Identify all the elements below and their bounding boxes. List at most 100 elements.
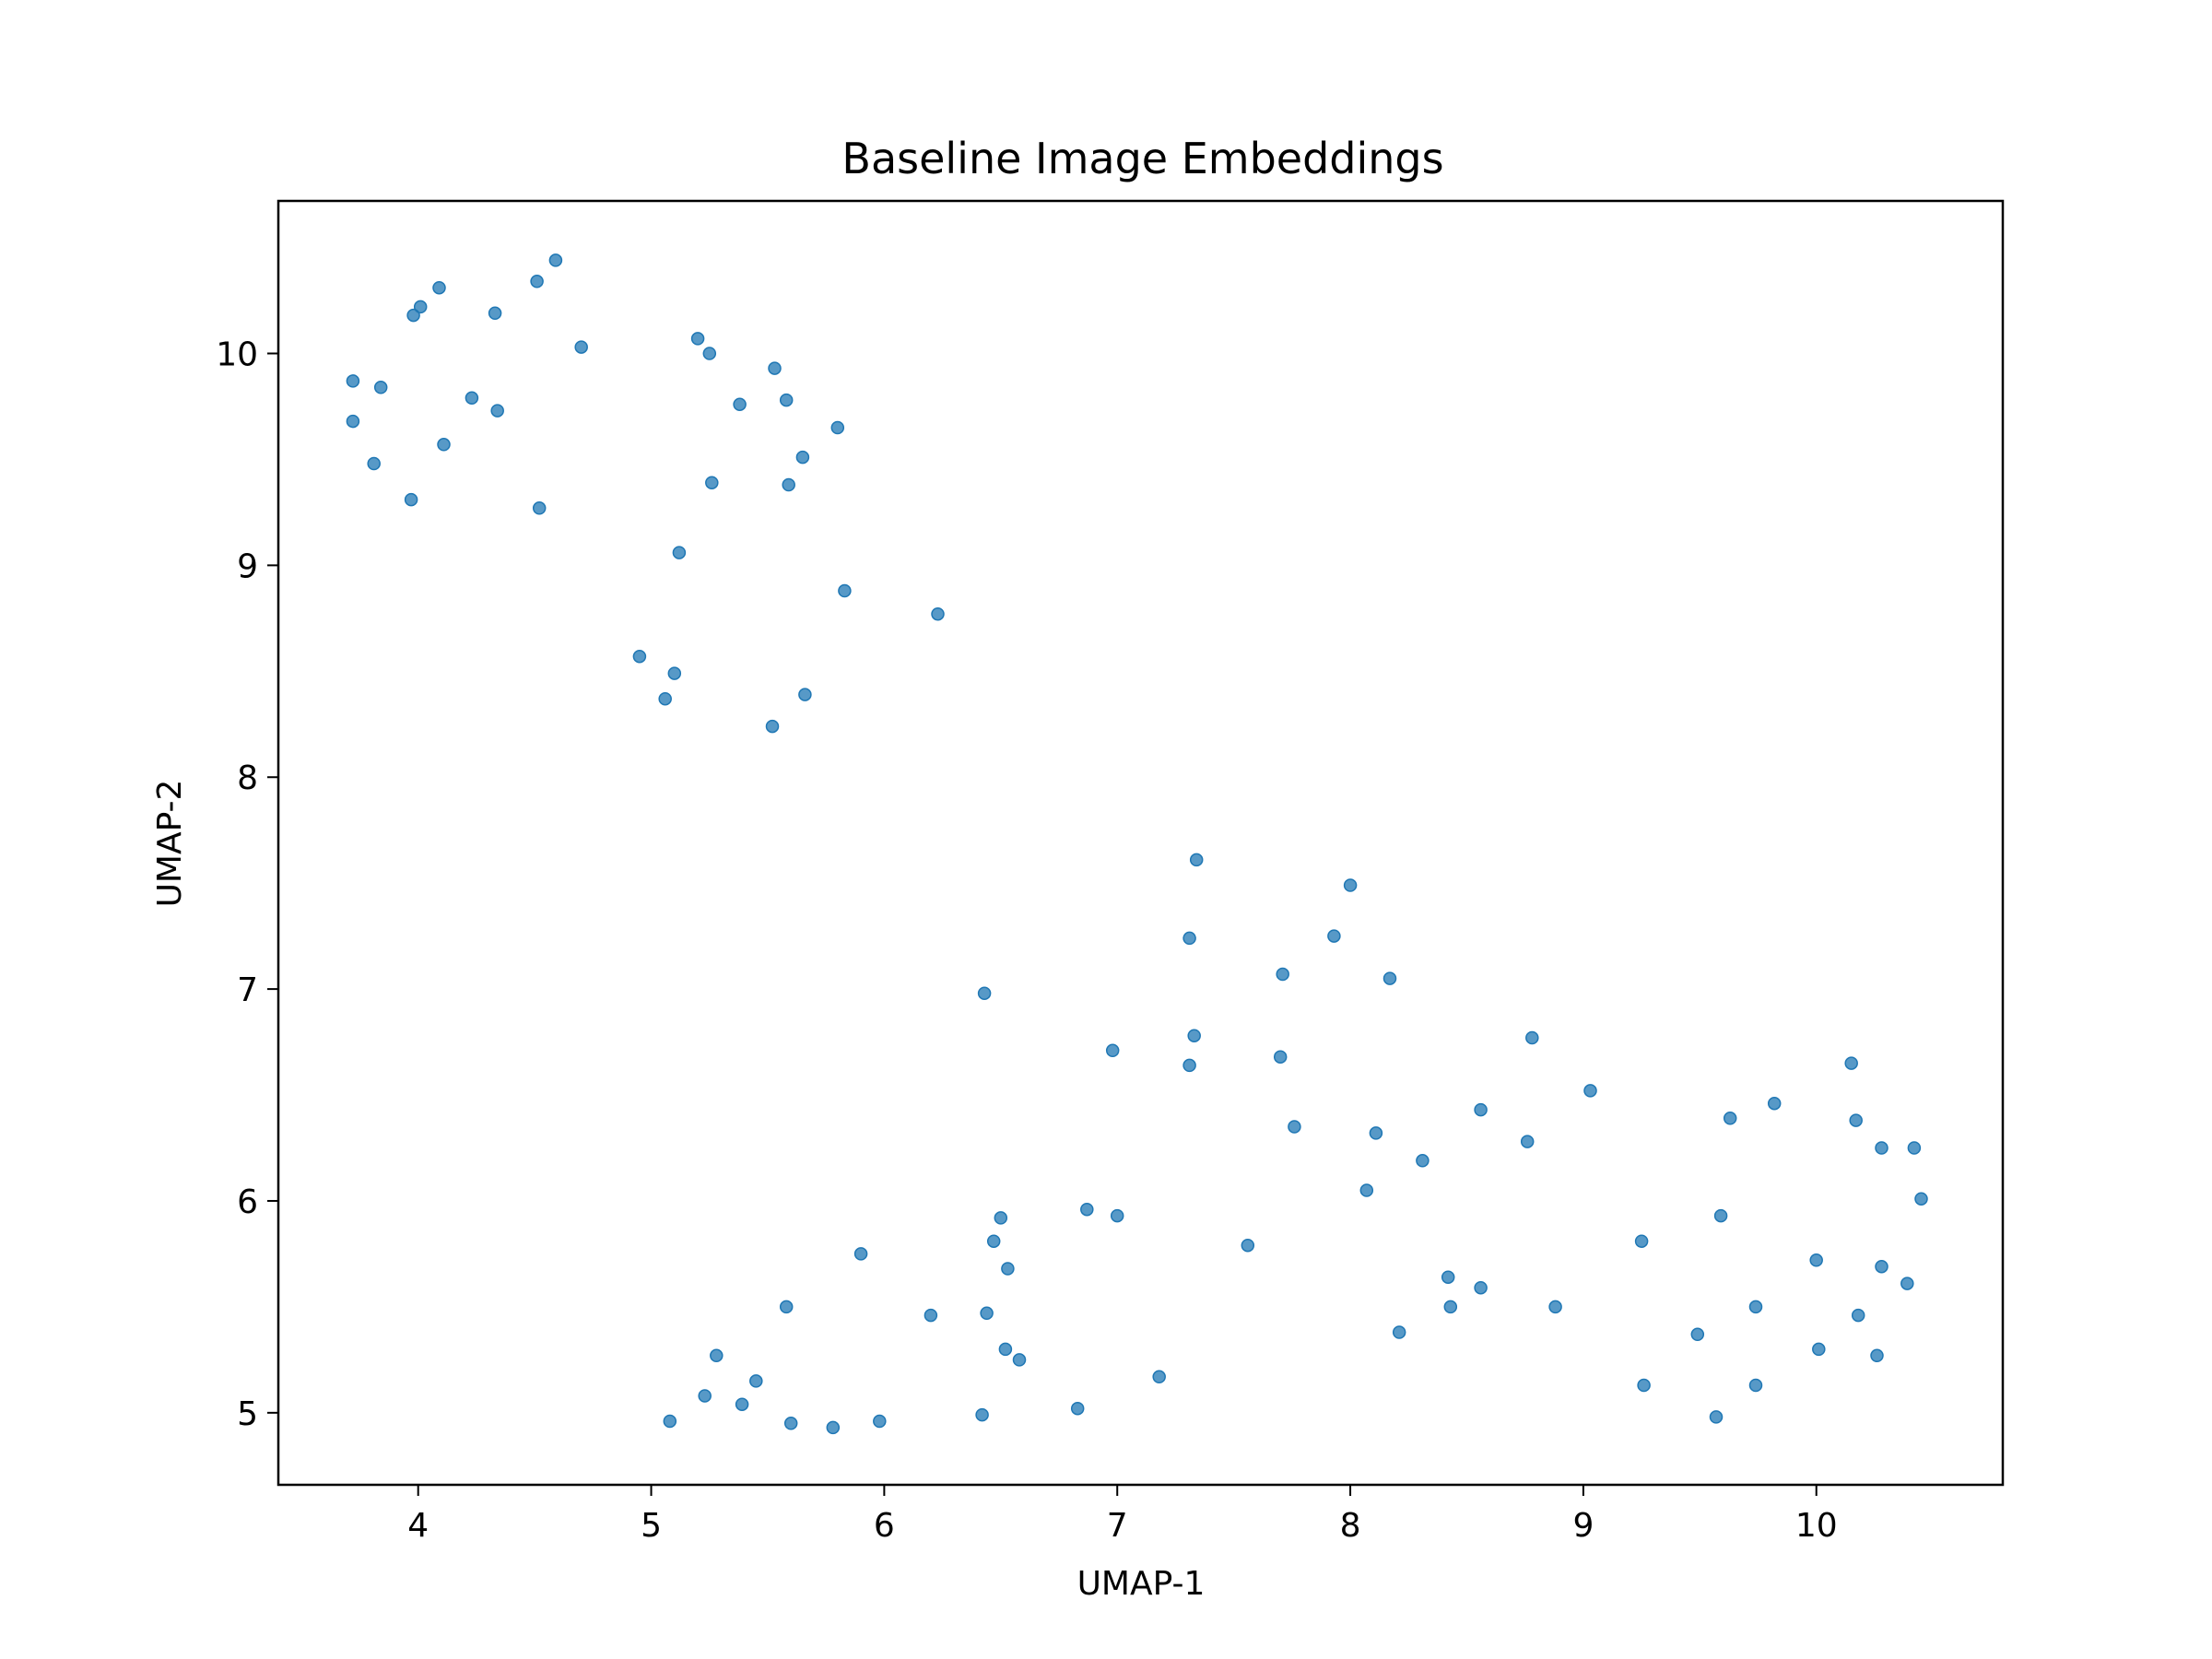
data-point: [710, 1348, 724, 1363]
data-point: [1849, 1113, 1863, 1127]
y-tick-label: 10: [216, 336, 258, 374]
data-point: [1359, 1183, 1374, 1197]
x-tick-label: 9: [1572, 1507, 1594, 1545]
data-point: [1327, 929, 1341, 943]
data-point: [465, 391, 479, 406]
data-point: [986, 1234, 1001, 1248]
data-point: [779, 1300, 794, 1314]
y-tick-label: 7: [237, 971, 258, 1009]
data-point: [432, 280, 446, 295]
data-point: [667, 666, 682, 680]
data-point: [798, 688, 812, 701]
data-point: [1583, 1084, 1597, 1098]
x-tick-label: 7: [1107, 1507, 1128, 1545]
data-point: [632, 649, 647, 664]
data-point: [437, 438, 451, 452]
data-point: [1914, 1192, 1928, 1206]
data-point: [663, 1414, 677, 1429]
x-axis-ticks: 4 5 6 7 8 9 10: [407, 1485, 1838, 1545]
data-point: [1767, 1096, 1782, 1111]
x-tick-label: 6: [874, 1507, 895, 1545]
data-point: [1812, 1342, 1826, 1357]
data-point: [530, 275, 544, 288]
data-point: [1870, 1348, 1884, 1363]
y-axis-label: UMAP-2: [151, 780, 189, 908]
data-points: [346, 253, 1928, 1435]
x-tick-label: 10: [1795, 1507, 1838, 1545]
data-point: [1525, 1030, 1539, 1045]
data-point: [779, 393, 794, 407]
data-point: [1907, 1141, 1922, 1155]
y-tick-label: 5: [237, 1395, 258, 1433]
data-point: [490, 404, 504, 418]
data-point: [768, 361, 782, 375]
chart-title: Baseline Image Embeddings: [841, 134, 1443, 183]
data-point: [488, 306, 502, 321]
data-point: [705, 476, 719, 489]
plot-frame: [276, 199, 2005, 1487]
data-point: [1276, 967, 1289, 982]
data-point: [1709, 1410, 1724, 1424]
data-point: [532, 501, 547, 515]
data-point: [1001, 1262, 1015, 1276]
data-point: [977, 986, 992, 1000]
y-tick-label: 6: [237, 1183, 258, 1221]
data-point: [548, 253, 563, 267]
data-point: [1634, 1234, 1649, 1248]
data-point: [1080, 1202, 1094, 1217]
data-point: [749, 1374, 763, 1388]
data-point: [1875, 1141, 1888, 1155]
data-point: [1288, 1120, 1301, 1134]
data-point: [1241, 1238, 1255, 1253]
data-point: [1548, 1300, 1562, 1314]
data-point: [1844, 1056, 1858, 1070]
data-point: [1900, 1277, 1914, 1290]
data-point: [1182, 1058, 1196, 1073]
x-tick-label: 5: [641, 1507, 662, 1545]
data-point: [1443, 1300, 1458, 1314]
data-point: [1152, 1370, 1166, 1384]
data-point: [765, 719, 780, 734]
y-tick-label: 9: [237, 547, 258, 585]
data-point: [404, 492, 418, 507]
data-point: [1690, 1327, 1705, 1342]
data-point: [873, 1414, 887, 1429]
data-point: [373, 381, 388, 394]
data-point: [826, 1420, 841, 1435]
data-point: [1070, 1401, 1085, 1416]
data-point: [406, 308, 420, 323]
data-point: [702, 347, 717, 360]
data-point: [346, 374, 360, 388]
y-axis-ticks: 5 6 7 8 9 10: [216, 336, 278, 1433]
data-point: [574, 340, 588, 354]
data-point: [733, 397, 747, 411]
data-point: [1110, 1208, 1124, 1223]
data-point: [672, 546, 687, 559]
data-point: [853, 1247, 868, 1261]
data-point: [830, 420, 845, 435]
data-point: [658, 691, 672, 706]
data-point: [994, 1211, 1008, 1225]
data-point: [1182, 931, 1196, 946]
data-point: [1474, 1102, 1488, 1117]
data-point: [1273, 1050, 1288, 1064]
data-point: [1392, 1325, 1406, 1339]
data-point: [1343, 878, 1358, 892]
data-point: [783, 1417, 798, 1430]
data-point: [346, 414, 360, 429]
data-point: [975, 1407, 989, 1422]
data-point: [1416, 1154, 1430, 1168]
data-point: [1187, 1029, 1201, 1042]
data-point: [1748, 1300, 1763, 1314]
x-tick-label: 4: [407, 1507, 429, 1545]
data-point: [1723, 1112, 1737, 1125]
data-point: [998, 1342, 1013, 1357]
data-point: [1369, 1126, 1383, 1140]
data-point: [782, 477, 795, 492]
data-point: [1637, 1378, 1651, 1393]
data-point: [1441, 1270, 1455, 1284]
data-point: [690, 332, 705, 346]
data-point: [931, 606, 945, 621]
